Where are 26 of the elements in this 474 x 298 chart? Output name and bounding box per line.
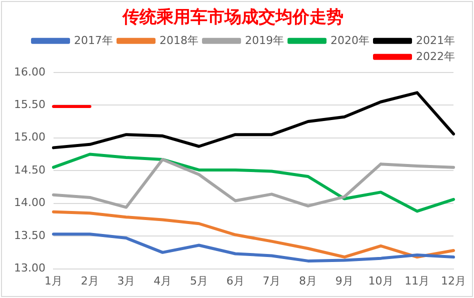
legend-label: 2019年 xyxy=(245,34,284,47)
x-tick-label: 10月 xyxy=(368,274,394,288)
x-tick-label: 8月 xyxy=(299,274,318,288)
x-tick-label: 7月 xyxy=(262,274,281,288)
y-tick-label: 14.50 xyxy=(14,163,46,176)
y-tick-label: 16.00 xyxy=(14,65,46,78)
x-tick-label: 5月 xyxy=(190,274,208,288)
legend-label: 2017年 xyxy=(74,34,114,47)
y-tick-label: 15.00 xyxy=(14,130,46,144)
y-tick-label: 13.00 xyxy=(14,262,46,275)
legend-label: 2020年 xyxy=(330,34,370,47)
legend-label: 2018年 xyxy=(160,34,199,47)
y-tick-label: 15.50 xyxy=(14,98,46,111)
y-tick-label: 14.00 xyxy=(14,196,46,210)
x-tick-label: 12月 xyxy=(441,274,466,288)
x-tick-label: 1月 xyxy=(44,274,62,288)
x-tick-label: 3月 xyxy=(117,274,136,288)
legend-label: 2021年 xyxy=(416,34,456,47)
legend-label: 2022年 xyxy=(416,50,456,63)
x-tick-label: 11月 xyxy=(404,274,430,288)
x-tick-label: 2月 xyxy=(80,274,99,288)
y-tick-label: 13.50 xyxy=(14,228,46,242)
x-tick-label: 9月 xyxy=(335,274,354,288)
x-tick-label: 6月 xyxy=(226,274,244,288)
chart-title: 传统乘用车市场成交均价走势 xyxy=(122,8,344,28)
x-tick-label: 4月 xyxy=(154,274,172,288)
